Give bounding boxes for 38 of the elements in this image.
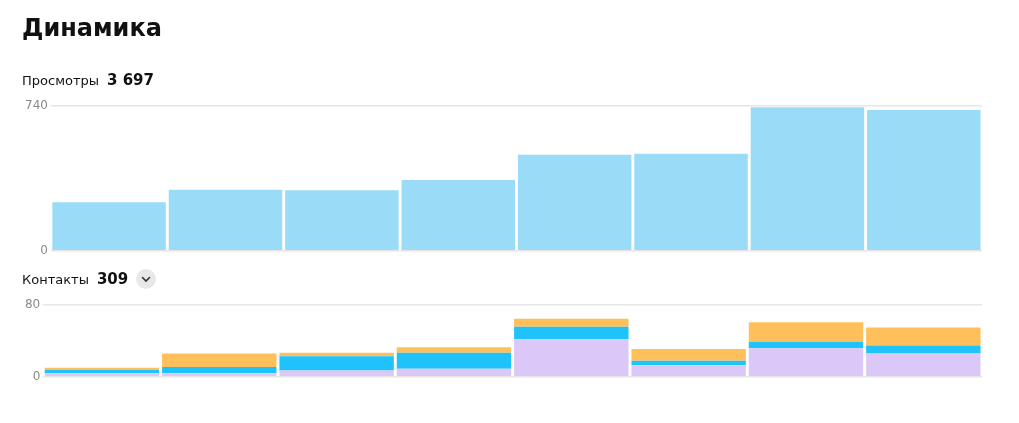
y-tick-label: 0 <box>32 368 41 383</box>
bar <box>162 353 277 367</box>
bar <box>279 356 394 371</box>
bar <box>748 322 864 342</box>
bar <box>514 339 629 377</box>
text: 309 <box>96 270 129 288</box>
text: 3 697 <box>106 71 154 89</box>
bar <box>44 373 160 377</box>
bar <box>866 327 981 346</box>
bar <box>631 349 746 361</box>
bar <box>750 107 865 251</box>
chart-title: Динамика <box>22 14 163 42</box>
bar <box>396 347 512 353</box>
bar <box>285 190 399 251</box>
bar <box>631 365 746 377</box>
bar <box>514 318 629 327</box>
bar <box>748 348 864 377</box>
y-tick-label: 740 <box>25 98 48 113</box>
bar <box>279 370 394 377</box>
chart-subtitle: Контакты <box>22 271 89 287</box>
bar <box>401 180 515 251</box>
chart-subtitle: Просмотры <box>22 72 99 88</box>
bar <box>631 360 746 366</box>
bar <box>866 345 981 354</box>
bar <box>634 153 748 251</box>
bar <box>168 189 283 251</box>
bar <box>867 110 981 251</box>
bar <box>396 352 512 369</box>
bar <box>396 368 512 377</box>
y-tick-label: 0 <box>40 242 48 257</box>
bar <box>748 341 864 349</box>
bar <box>514 326 629 340</box>
bar <box>866 353 981 377</box>
bar <box>52 202 166 251</box>
bar <box>517 154 632 251</box>
bar <box>162 373 277 377</box>
bar <box>162 366 277 374</box>
y-tick-label: 80 <box>24 297 41 312</box>
